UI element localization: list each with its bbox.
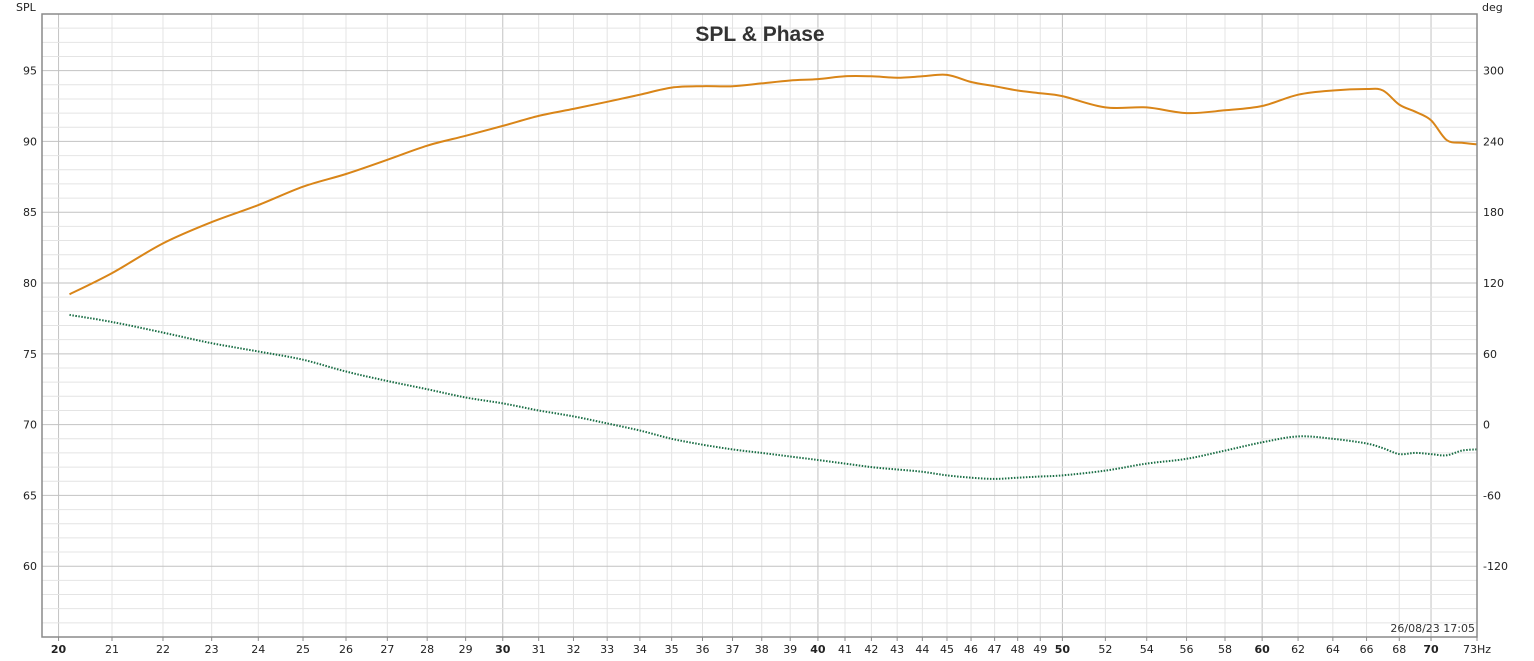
y-left-axis-label: SPL: [16, 1, 37, 14]
x-tick-label: 60: [1254, 643, 1270, 656]
y-left-tick-label: 95: [23, 65, 37, 78]
x-tick-label: 31: [532, 643, 546, 656]
plot-frame: [41, 13, 1478, 638]
x-tick-label: 24: [251, 643, 265, 656]
x-tick-label: 42: [864, 643, 878, 656]
x-tick-label: 54: [1140, 643, 1154, 656]
x-tick-label: 33: [600, 643, 614, 656]
x-tick-label: 44: [915, 643, 929, 656]
y-right-tick-label: 300: [1483, 65, 1504, 78]
x-tick-label: 40: [810, 643, 826, 656]
spl-curve: [69, 73, 1478, 296]
y-right-tick-label: 60: [1483, 348, 1497, 361]
x-tick-label: 64: [1326, 643, 1340, 656]
y-left-tick-label: 85: [23, 206, 37, 219]
x-tick-label: 48: [1011, 643, 1025, 656]
y-left-tick-labels: 60 65 70 75 80 85 90 95: [23, 65, 37, 574]
x-tick-label: 28: [420, 643, 434, 656]
y-right-tick-label: -60: [1483, 489, 1501, 502]
x-tick-label: 66: [1360, 643, 1374, 656]
phase-curve: [69, 313, 1478, 480]
y-left-tick-label: 70: [23, 419, 37, 432]
y-right-tick-label: 240: [1483, 135, 1504, 148]
x-tick-label: 46: [964, 643, 978, 656]
x-tick-label: 35: [665, 643, 679, 656]
x-tick-label: 41: [838, 643, 852, 656]
x-tick-label: 45: [940, 643, 954, 656]
x-tick-label: 22: [156, 643, 170, 656]
y-right-axis-label: deg: [1482, 1, 1503, 14]
x-tick-label: 26: [339, 643, 353, 656]
y-right-tick-label: 0: [1483, 419, 1490, 432]
x-tick-label: 21: [105, 643, 119, 656]
x-tick-label: 30: [495, 643, 511, 656]
x-tick-label: 49: [1033, 643, 1047, 656]
x-tick-label: 50: [1055, 643, 1071, 656]
x-tick-label: 23: [205, 643, 219, 656]
y-right-tick-label: 120: [1483, 277, 1504, 290]
x-tick-label: 70: [1423, 643, 1439, 656]
x-tick-labels: 20 21 22 23 24 25 26 27 28 29 30 31 32 33 34 35 36 37 38 39…: [51, 643, 1491, 656]
series-layer: [69, 73, 1478, 480]
x-tick-label: 56: [1180, 643, 1194, 656]
x-tick-label: 62: [1291, 643, 1305, 656]
chart-title: SPL & Phase: [695, 23, 824, 46]
x-tick-label: 43: [890, 643, 904, 656]
x-tick-label: 58: [1218, 643, 1232, 656]
timestamp: 26/08/23 17:05: [1390, 622, 1475, 635]
x-tick-label: 73Hz: [1463, 643, 1491, 656]
x-tick-label: 52: [1098, 643, 1112, 656]
x-tick-label: 39: [783, 643, 797, 656]
x-tick-label: 27: [380, 643, 394, 656]
x-tick-label: 32: [566, 643, 580, 656]
y-left-tick-label: 80: [23, 277, 37, 290]
y-left-tick-label: 65: [23, 489, 37, 502]
x-tick-label: 38: [755, 643, 769, 656]
grid: [42, 13, 1478, 641]
x-tick-label: 25: [296, 643, 310, 656]
x-tick-label: 36: [696, 643, 710, 656]
y-left-tick-label: 90: [23, 135, 37, 148]
x-tick-label: 47: [988, 643, 1002, 656]
x-tick-label: 20: [51, 643, 67, 656]
y-left-tick-label: 75: [23, 348, 37, 361]
x-tick-label: 68: [1392, 643, 1406, 656]
y-right-tick-labels: -120 -60 0 60 120 180 240 300: [1483, 65, 1508, 574]
x-tick-label: 37: [726, 643, 740, 656]
y-right-tick-label: 180: [1483, 206, 1504, 219]
y-left-tick-label: 60: [23, 560, 37, 573]
x-tick-label: 34: [633, 643, 647, 656]
y-right-tick-label: -120: [1483, 560, 1508, 573]
x-tick-label: 29: [459, 643, 473, 656]
